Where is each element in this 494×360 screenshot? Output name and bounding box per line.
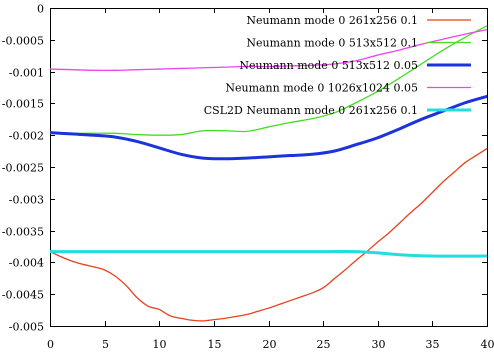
series-line-2 — [50, 25, 487, 136]
legend-label: Neumann mode 0 513x512 0.1 — [246, 37, 418, 50]
legend-label: Neumann mode 0 1026x1024 0.05 — [225, 82, 418, 95]
legend-label: Neumann mode 0 513x512 0.05 — [239, 59, 418, 72]
y-tick-label: -0.005 — [9, 321, 44, 334]
y-tick-label: -0.0015 — [2, 98, 44, 111]
x-tick-label: 10 — [153, 338, 167, 351]
x-tick-label: 15 — [208, 338, 222, 351]
series-lines — [50, 25, 487, 322]
series-line-3 — [50, 94, 487, 161]
series-line-4 — [50, 28, 487, 72]
x-tick-label: 5 — [102, 338, 109, 351]
x-tick-label: 40 — [481, 338, 494, 351]
y-tick-label: 0 — [37, 3, 44, 16]
x-tick-label: 20 — [263, 338, 277, 351]
y-tick-label: -0.001 — [9, 67, 44, 80]
legend: Neumann mode 0 261x256 0.1 Neumann mode 0… — [204, 14, 471, 117]
y-tick-label: -0.0035 — [2, 226, 44, 239]
legend-label: CSL2D Neumann mode 0 261x256 0.1 — [204, 104, 418, 117]
x-tick-label: 35 — [426, 338, 440, 351]
series-line-1 — [50, 147, 487, 322]
x-tick-label: 0 — [47, 338, 54, 351]
y-tick-label: -0.003 — [9, 194, 44, 207]
y-tick-label: -0.002 — [9, 130, 44, 143]
axis-ticks: 0 -0.0005 -0.001 -0.0015 -0.002 -0.0025 -0.003… — [2, 3, 494, 352]
legend-label: Neumann mode 0 261x256 0.1 — [246, 14, 418, 27]
series-line-5 — [50, 249, 487, 258]
plot-frame — [50, 8, 488, 327]
y-tick-label: -0.0045 — [2, 289, 44, 302]
x-tick-label: 25 — [317, 338, 331, 351]
y-tick-label: -0.0025 — [2, 162, 44, 175]
y-tick-label: -0.0005 — [2, 35, 44, 48]
y-tick-label: -0.004 — [9, 257, 44, 270]
x-tick-label: 30 — [372, 338, 386, 351]
